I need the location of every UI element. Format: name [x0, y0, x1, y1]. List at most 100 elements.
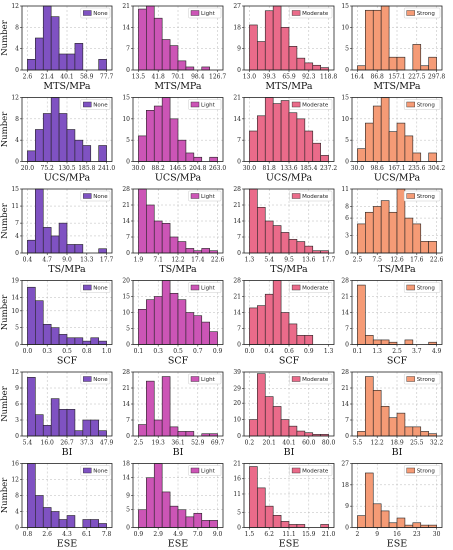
x-tick-label: 5.5 [353, 440, 363, 447]
bar [161, 491, 171, 528]
bar [264, 97, 274, 162]
y-tick-label: 9 [126, 493, 130, 500]
x-tick-label: 39.3 [263, 74, 277, 81]
y-tick-label: 0 [15, 250, 19, 257]
bar [249, 419, 258, 437]
bar [404, 217, 414, 254]
y-tick-label: 11 [11, 203, 19, 210]
x-tick-label: 23 [413, 531, 421, 538]
x-tick-label: 0.0 [245, 348, 255, 355]
bar [153, 105, 163, 162]
legend-label: Strong [417, 103, 435, 109]
y-tick-label: 12 [11, 477, 19, 484]
legend-swatch [83, 284, 92, 291]
bar [420, 431, 429, 437]
y-tick-label: 28 [341, 369, 349, 376]
x-tick-label: 26.7 [60, 440, 74, 447]
bar [288, 425, 298, 437]
x-tick-label: 2.9 [153, 531, 163, 538]
x-axis-label: UCS/MPa [266, 173, 313, 184]
bar [42, 227, 52, 254]
x-tick-label: 2.6 [42, 531, 52, 538]
x-tick-label: 9.0 [213, 531, 223, 538]
bar [74, 139, 84, 162]
bar [365, 211, 374, 254]
bar [146, 5, 155, 71]
x-tick-label: 65.9 [282, 74, 296, 81]
bar [50, 511, 60, 528]
legend-label: Light [201, 11, 216, 17]
panel-light-6: 0 5 9 14 18 0.9 2.9 4.9 7.0 9.0 Light ESE [122, 461, 224, 550]
bar [304, 335, 314, 345]
panel-moderate-1: 0 9 18 27 13.0 39.3 65.9 92.3 118.8 Moderate MTS/M… [233, 3, 337, 92]
panel-light-3: 0 7 14 21 28 1.9 7.1 12.2 17.4 22.6 Light TS/MPa [122, 186, 224, 275]
y-tick-label: 0 [126, 433, 130, 440]
bar [404, 339, 414, 345]
x-tick-label: 30.0 [243, 165, 257, 172]
x-tick-label: 21.0 [322, 531, 336, 538]
y-tick-label: 11 [233, 491, 241, 498]
bar [153, 296, 163, 345]
legend-swatch [190, 467, 200, 474]
bar [27, 377, 36, 437]
x-tick-label: 185.8 [78, 165, 95, 172]
panel-none-5: 0 3 6 9 12 5.4 16.0 26.7 37.3 47.9 None Number BI [0, 369, 113, 458]
panel-none-3: 0 4 7 11 15 0.4 4.7 9.0 13.3 17.7 None Number TS/MPa [0, 186, 113, 275]
bar [50, 235, 60, 254]
bar [50, 398, 60, 437]
y-tick-label: 28 [233, 186, 241, 193]
x-tick-label: 40.1 [282, 440, 295, 447]
bar [257, 305, 266, 345]
x-axis-label: TS/MPa [159, 264, 197, 275]
bar [257, 41, 266, 71]
bar [249, 307, 258, 345]
bar [138, 188, 147, 254]
x-tick-label: 1.3 [324, 348, 334, 355]
y-tick-label: 5 [126, 507, 130, 514]
bar [312, 64, 321, 71]
y-tick-label: 0 [15, 67, 19, 74]
y-tick-label: 14 [233, 116, 241, 123]
y-tick-label: 7 [15, 220, 19, 227]
x-tick-label: 88.2 [152, 165, 166, 172]
bar [412, 522, 422, 528]
bar [249, 130, 258, 162]
x-tick-label: 0.8 [82, 348, 92, 355]
bar [380, 97, 390, 162]
bar [357, 431, 366, 437]
y-tick-label: 5 [126, 137, 130, 144]
y-tick-label: 5 [15, 325, 19, 332]
bar [58, 53, 68, 71]
bar [304, 432, 314, 437]
bar [42, 425, 52, 437]
x-tick-label: 40.1 [60, 74, 73, 81]
y-tick-label: 0 [237, 342, 241, 349]
y-tick-label: 6 [15, 401, 19, 408]
bar [138, 308, 147, 345]
x-tick-label: 30.0 [132, 165, 146, 172]
bar [280, 419, 290, 437]
y-tick-label: 18 [122, 461, 130, 468]
x-tick-label: 12.2 [171, 257, 185, 264]
legend-label: None [93, 194, 108, 200]
bar [365, 9, 374, 71]
bar [42, 323, 52, 345]
x-tick-label: 0.3 [42, 348, 52, 355]
bar [146, 204, 155, 254]
bar [169, 292, 179, 345]
bar [264, 10, 274, 71]
x-axis-label: BI [284, 447, 295, 458]
x-tick-label: 16.0 [41, 440, 55, 447]
bar [193, 315, 203, 345]
panel-strong-1: 0 5 10 15 16.4 86.8 157.1 227.5 297.8 Strong MTS/M… [341, 3, 445, 92]
bar [372, 339, 382, 345]
bar [380, 339, 390, 345]
bar [161, 376, 171, 437]
x-tick-label: 2.5 [392, 348, 402, 355]
bar [209, 520, 218, 528]
bar [372, 389, 382, 437]
x-tick-label: 0.5 [62, 348, 72, 355]
bar [388, 56, 398, 71]
x-tick-label: 13.6 [302, 257, 316, 264]
x-tick-label: 69.7 [211, 440, 225, 447]
